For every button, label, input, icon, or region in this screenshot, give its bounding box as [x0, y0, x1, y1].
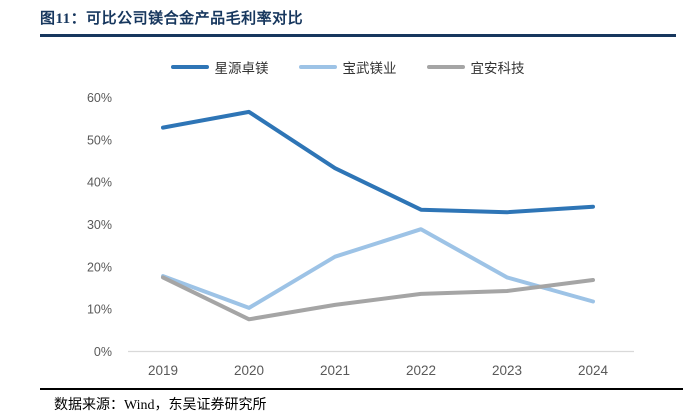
y-axis-tick-label: 40%: [87, 176, 112, 190]
x-axis-tick-label: 2020: [234, 363, 264, 378]
series-line-宝武镁业: [161, 227, 595, 310]
footer-rule: [40, 388, 683, 390]
series-line-星源卓镁: [161, 109, 595, 215]
header-rule: [40, 34, 676, 37]
source-note: 数据来源：Wind，东吴证券研究所: [54, 398, 267, 413]
x-axis-tick-label: 2023: [492, 363, 522, 378]
y-axis-tick-label: 60%: [87, 91, 112, 105]
figure-title: 图11：可比公司镁合金产品毛利率对比: [40, 11, 304, 27]
y-axis-tick-label: 30%: [87, 218, 112, 232]
legend-label: 星源卓镁: [214, 61, 269, 76]
x-axis-tick-label: 2019: [148, 363, 178, 378]
y-axis-tick-label: 20%: [87, 260, 112, 274]
y-axis-tick-label: 10%: [87, 303, 112, 317]
series-line-宜安科技: [161, 275, 595, 322]
line-chart: 0% 10% 20% 30% 40% 50% 60% 2019 2020 2021 2022 2023…: [87, 91, 634, 378]
legend-item: 宜安科技: [426, 57, 525, 77]
y-axis-tick-label: 50%: [87, 133, 112, 147]
x-axis-tick-label: 2021: [320, 363, 350, 378]
chart-legend: 星源卓镁 宝武镁业 宜安科技: [0, 57, 695, 77]
legend-item: 星源卓镁: [170, 57, 269, 77]
legend-item: 宝武镁业: [298, 57, 397, 77]
legend-line-swatch: [426, 65, 465, 69]
legend-label: 宜安科技: [470, 61, 525, 76]
legend-line-swatch: [298, 65, 337, 69]
x-axis-tick-label: 2022: [406, 363, 436, 378]
x-axis-tick-label: 2024: [578, 363, 609, 378]
legend-label: 宝武镁业: [342, 61, 397, 76]
y-axis-tick-label: 0%: [94, 345, 112, 359]
legend-line-swatch: [170, 65, 209, 69]
